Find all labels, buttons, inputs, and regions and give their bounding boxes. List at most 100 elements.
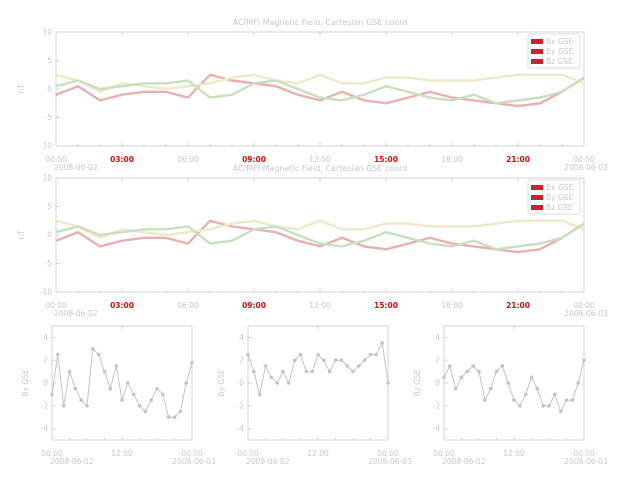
- x-date-end-label: 2008-06-03: [564, 163, 608, 172]
- legend-entry-label: By GSE: [546, 193, 574, 202]
- series-connector: [443, 360, 585, 413]
- x-tick-label: 00:00: [45, 155, 67, 164]
- y-axis-label: Bz GSE: [413, 369, 422, 396]
- data-point: [506, 381, 511, 385]
- x-tick-label: 06:00: [177, 301, 199, 310]
- data-point: [535, 386, 540, 391]
- data-point: [126, 381, 130, 385]
- chart-title: AC/MFI Magnetic Field, Cartesian GSE coo…: [233, 18, 408, 27]
- data-point: [281, 369, 285, 374]
- y-tick-label: 0: [435, 379, 440, 388]
- data-point: [131, 392, 136, 397]
- data-point: [339, 358, 344, 363]
- y-axis-label: nT: [17, 84, 26, 94]
- y-tick-label: 10: [42, 28, 52, 37]
- data-point: [252, 369, 256, 374]
- y-tick-label: 10: [42, 174, 52, 183]
- legend-swatch: [531, 185, 543, 190]
- y-tick-label: -10: [40, 288, 52, 297]
- data-point: [263, 364, 268, 368]
- x-tick-label: 21:00: [506, 301, 530, 310]
- plot-area-frame: [247, 325, 389, 441]
- series-connector: [247, 341, 389, 395]
- data-point: [287, 381, 291, 385]
- data-point: [316, 352, 320, 357]
- data-point: [56, 352, 60, 357]
- y-tick-label: 5: [47, 202, 52, 211]
- data-point: [518, 404, 522, 408]
- series-line-bz-gse: [55, 222, 585, 251]
- data-point: [512, 398, 516, 402]
- data-point: [483, 398, 487, 402]
- x-date-end-label: 2008-06-03: [172, 457, 216, 466]
- data-point: [553, 392, 557, 397]
- x-date-start-label: 2008-06-02: [246, 457, 290, 466]
- data-point: [298, 352, 303, 357]
- y-tick-label: -4: [41, 424, 49, 433]
- data-point: [558, 409, 563, 414]
- data-point: [143, 409, 148, 414]
- legend-entry-label: Bx GSE: [546, 37, 574, 46]
- data-point: [333, 358, 338, 363]
- y-tick-label: 0: [43, 379, 48, 388]
- chart-panel-1: AC/MFI Magnetic Field, Cartesian GSE coo…: [17, 18, 608, 172]
- data-point: [351, 369, 355, 374]
- x-tick-label: 09:00: [242, 155, 266, 164]
- x-tick-label: 12:00: [111, 449, 133, 458]
- data-point: [362, 358, 367, 363]
- y-tick-label: 4: [43, 333, 48, 342]
- x-tick-label: 18:00: [441, 301, 463, 310]
- y-axis-label: Bx GSE: [21, 369, 30, 397]
- x-tick-label: 00:00: [237, 449, 259, 458]
- y-axis-label: By GSE: [217, 369, 226, 397]
- x-tick-label: 00:00: [573, 301, 595, 310]
- x-tick-label: 00:00: [41, 449, 63, 458]
- data-point: [120, 398, 124, 402]
- y-tick-label: 0: [47, 231, 52, 240]
- data-point: [292, 358, 297, 363]
- y-tick-label: 5: [47, 56, 52, 65]
- y-tick-label: -10: [40, 142, 52, 151]
- data-point: [368, 352, 373, 357]
- data-point: [448, 364, 452, 368]
- x-tick-label: 00:00: [45, 301, 67, 310]
- y-tick-label: 2: [43, 356, 48, 365]
- x-tick-label: 03:00: [110, 155, 134, 164]
- data-point: [576, 381, 580, 385]
- x-tick-label: 00:00: [573, 449, 595, 458]
- y-tick-label: -4: [433, 424, 441, 433]
- legend-swatch: [531, 59, 543, 64]
- y-tick-label: 4: [239, 333, 244, 342]
- data-point: [327, 369, 332, 374]
- x-tick-label: 00:00: [573, 155, 595, 164]
- series-line-by-gse: [55, 73, 585, 94]
- x-tick-label: 12:00: [309, 301, 331, 310]
- chart-title: AC/MFI Magnetic Field, Cartesian GSE coo…: [233, 164, 408, 173]
- data-point: [529, 375, 534, 380]
- y-tick-label: -2: [433, 401, 441, 410]
- data-point: [304, 369, 309, 374]
- data-point: [523, 392, 528, 397]
- data-point: [500, 364, 505, 368]
- legend-entry-label: Bx GSE: [546, 183, 574, 192]
- data-point: [172, 415, 177, 420]
- x-date-end-label: 2008-06-03: [564, 309, 608, 318]
- plot-area-frame: [443, 325, 585, 441]
- legend-swatch: [531, 195, 543, 200]
- data-point: [155, 386, 159, 391]
- legend-entry-label: Bz GSE: [546, 203, 573, 212]
- x-date-end-label: 2008-06-03: [368, 457, 412, 466]
- data-point: [322, 358, 326, 363]
- x-tick-label: 12:00: [309, 155, 331, 164]
- data-point: [178, 409, 183, 414]
- data-point: [149, 398, 153, 402]
- data-point: [79, 398, 83, 402]
- data-point: [257, 392, 262, 397]
- data-point: [459, 375, 464, 380]
- data-point: [494, 369, 499, 374]
- legend-entry-label: By GSE: [546, 47, 574, 56]
- data-point: [357, 364, 361, 368]
- x-tick-label: 15:00: [374, 155, 398, 164]
